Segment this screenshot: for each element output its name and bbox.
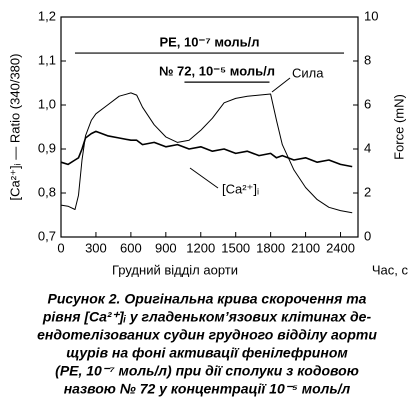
series-label: [Ca²⁺]ᵢ: [222, 181, 259, 196]
y-tick-label: 1,0: [38, 96, 56, 111]
x-tick-label: 1800: [256, 240, 285, 255]
x-tick-label: 2400: [326, 240, 355, 255]
annotation: PE, 10⁻⁷ моль/л: [159, 35, 259, 50]
caption-line: назвою № 72 у концентрації 10⁻⁵ моль/л: [64, 381, 351, 397]
caption-line: (PE, 10⁻⁷ моль/л) при дії сполуки з кодо…: [55, 363, 359, 379]
y2-tick-label: 8: [364, 52, 371, 67]
caption-line: щурів на фоні активації фенілефрином: [66, 345, 348, 361]
x-tick-label: 2100: [291, 240, 320, 255]
x-tick-label: 900: [155, 240, 177, 255]
x-tick-label: 0: [57, 240, 64, 255]
y2-tick-label: 0: [364, 228, 371, 243]
x-axis-label: Грудний відділ аорти: [112, 262, 238, 277]
leader-line: [189, 167, 219, 189]
y-tick-label: 1,1: [38, 52, 56, 67]
y2-tick-label: 10: [364, 8, 378, 23]
y2-tick-label: 6: [364, 96, 371, 111]
data-line: [60, 92, 353, 214]
y-tick-label: 1,2: [38, 8, 56, 23]
y2-tick-label: 2: [364, 184, 371, 199]
y2-axis-label: Force (mN): [391, 94, 406, 160]
y2-tick-label: 4: [364, 140, 371, 155]
caption-line: Рисунок 2. Оригінальна крива скорочення …: [48, 291, 367, 307]
y-tick-label: 0,7: [38, 228, 56, 243]
y-tick-label: 0,8: [38, 184, 56, 199]
x-unit-label: Час, с: [372, 262, 409, 277]
x-tick-label: 1500: [221, 240, 250, 255]
series-label: Сила: [292, 65, 324, 80]
annotation: № 72, 10⁻⁵ моль/л: [159, 64, 275, 79]
y-axis-label: [Ca²⁺]ᵢ — Ratio (340/380): [7, 54, 22, 201]
plot-frame: [60, 16, 359, 238]
caption-line: рівня [Ca²⁺]ᵢ у гладеньком’язових клітин…: [42, 309, 372, 325]
x-tick-label: 1200: [186, 240, 215, 255]
caption-line: ендотелізованих судин грудного відділу а…: [37, 327, 377, 343]
data-line: [60, 130, 353, 168]
x-tick-label: 300: [85, 240, 107, 255]
y-tick-label: 0,9: [38, 140, 56, 155]
x-tick-label: 600: [120, 240, 142, 255]
leader-line: [271, 77, 291, 93]
